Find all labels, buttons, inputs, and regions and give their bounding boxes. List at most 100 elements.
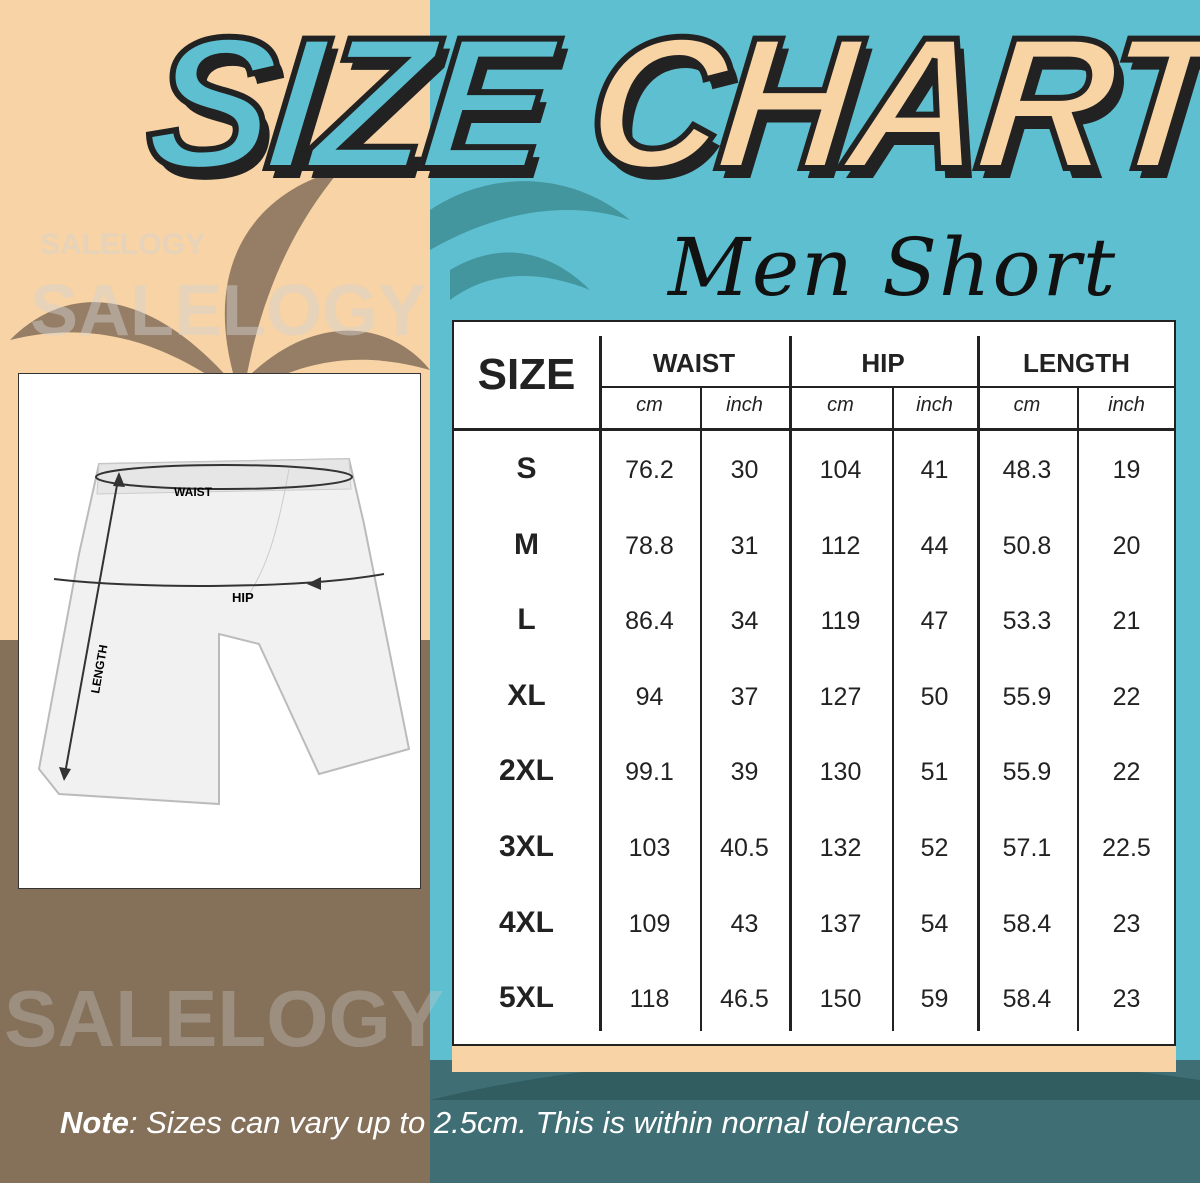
table-row: S 76.2 30 104 41 48.3 19 — [454, 452, 1174, 496]
watermark: SALELOGY — [30, 271, 427, 351]
palm-tree-right-illustration — [430, 181, 630, 300]
unit-header: cm — [1013, 394, 1041, 416]
value-cell: 103 — [628, 834, 671, 862]
value-cell: 48.3 — [1002, 456, 1052, 484]
divider — [599, 386, 1174, 388]
value-cell: 46.5 — [720, 985, 769, 1014]
value-cell: 20 — [1112, 531, 1141, 560]
table-shadow — [452, 1046, 1176, 1072]
value-cell: 37 — [730, 682, 759, 711]
value-cell: 31 — [730, 531, 759, 560]
value-cell: 51 — [920, 758, 949, 787]
value-cell: 150 — [819, 985, 862, 1014]
value-cell: 109 — [628, 909, 671, 938]
value-cell: 47 — [920, 607, 949, 636]
value-cell: 57.1 — [1002, 834, 1052, 862]
watermark: SALELOGY — [4, 974, 445, 1063]
value-cell: 54 — [920, 909, 949, 938]
divider — [892, 388, 894, 1031]
value-cell: 44 — [920, 531, 949, 560]
table-row: XL 94 37 127 50 55.9 22 — [454, 679, 1174, 723]
unit-header: inch — [1108, 394, 1145, 416]
value-cell: 23 — [1112, 985, 1141, 1014]
value-cell: 50.8 — [1002, 531, 1052, 560]
value-cell: 22 — [1112, 758, 1141, 787]
divider — [1077, 388, 1079, 1031]
value-cell: 118 — [629, 985, 670, 1014]
size-cell: M — [514, 527, 539, 561]
arrow-icon — [113, 472, 125, 487]
shorts-illustration: WAIST HIP LENGTH — [37, 457, 411, 806]
arrow-icon — [59, 767, 71, 781]
value-cell: 55.9 — [1002, 758, 1052, 787]
length-measure-line — [63, 473, 120, 780]
page-title: SIZE CHART — [136, 0, 1200, 211]
value-cell: 39 — [730, 758, 759, 787]
value-cell: 55.9 — [1002, 682, 1052, 711]
value-cell: 119 — [820, 607, 861, 636]
value-cell: 58.4 — [1002, 985, 1052, 1014]
divider — [454, 428, 1174, 431]
value-cell: 22 — [1112, 682, 1141, 711]
note-text: : Sizes can vary up to 2.5cm. This is wi… — [128, 1105, 960, 1140]
size-cell: L — [517, 603, 536, 637]
size-cell: 4XL — [498, 905, 555, 939]
table-row: 2XL 99.1 39 130 51 55.9 22 — [454, 754, 1174, 798]
value-cell: 127 — [819, 682, 862, 711]
value-cell: 21 — [1112, 607, 1141, 636]
column-group-header: HIP — [861, 348, 905, 378]
unit-header: cm — [636, 394, 663, 416]
watermark: SALELOGY — [40, 228, 206, 261]
note: Note: Sizes can vary up to 2.5cm. This i… — [60, 1105, 959, 1141]
size-table: SIZE WAIST HIP LENGTH cm inch cm inch cm inch S 76.… — [452, 320, 1176, 1046]
size-cell: 2XL — [498, 754, 555, 788]
table-row: 4XL 109 43 137 54 58.4 23 — [454, 906, 1174, 950]
value-cell: 130 — [819, 758, 862, 787]
value-cell: 112 — [820, 531, 861, 560]
size-header: SIZE — [477, 350, 576, 399]
value-cell: 86.4 — [625, 607, 674, 636]
unit-header: cm — [827, 394, 854, 416]
table-row: M 78.8 31 112 44 50.8 20 — [454, 528, 1174, 572]
size-cell: XL — [507, 678, 546, 712]
value-cell: 41 — [920, 456, 949, 484]
divider — [977, 336, 980, 1031]
note-label: Note — [60, 1105, 129, 1140]
unit-header: inch — [726, 394, 763, 416]
unit-header: inch — [916, 394, 953, 416]
hip-label: HIP — [232, 590, 254, 605]
value-cell: 34 — [730, 607, 759, 636]
shorts-diagram-panel: WAIST HIP LENGTH — [18, 373, 421, 889]
hip-measure-line — [53, 573, 385, 587]
value-cell: 40.5 — [720, 834, 769, 862]
divider — [599, 336, 602, 1031]
value-cell: 30 — [730, 456, 759, 484]
size-cell: S — [516, 452, 537, 485]
title-size: SIZE — [136, 0, 558, 211]
value-cell: 19 — [1112, 456, 1141, 484]
value-cell: 22.5 — [1102, 834, 1151, 862]
table-row: L 86.4 34 119 47 53.3 21 — [454, 603, 1174, 647]
divider — [789, 336, 792, 1031]
value-cell: 23 — [1112, 909, 1141, 938]
waist-label: WAIST — [174, 485, 213, 499]
value-cell: 76.2 — [625, 456, 674, 484]
column-group-header: LENGTH — [1023, 348, 1130, 378]
value-cell: 132 — [819, 834, 862, 862]
value-cell: 99.1 — [625, 758, 674, 787]
value-cell: 137 — [819, 909, 862, 938]
waist-measure-line — [95, 464, 353, 490]
arrow-icon — [307, 577, 321, 590]
value-cell: 43 — [730, 909, 759, 938]
value-cell: 78.8 — [625, 531, 674, 560]
table-row: 5XL 118 46.5 150 59 58.4 23 — [454, 981, 1174, 1025]
value-cell: 59 — [920, 985, 949, 1014]
value-cell: 53.3 — [1002, 607, 1052, 636]
divider — [700, 388, 702, 1031]
table-row: 3XL 103 40.5 132 52 57.1 22.5 — [454, 830, 1174, 874]
size-cell: 3XL — [498, 830, 555, 863]
value-cell: 58.4 — [1002, 909, 1052, 938]
value-cell: 50 — [920, 682, 949, 711]
value-cell: 104 — [819, 456, 862, 484]
value-cell: 94 — [635, 682, 664, 711]
